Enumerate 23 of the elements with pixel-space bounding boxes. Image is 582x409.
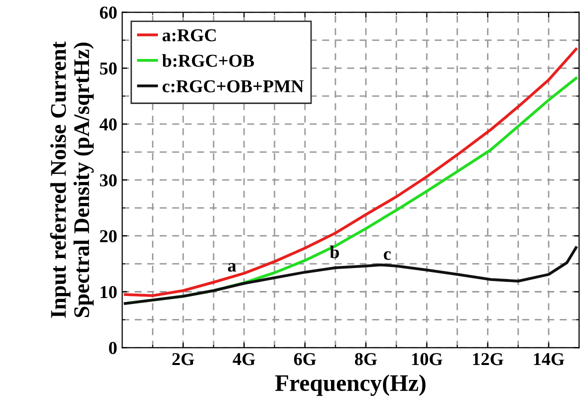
x-tick-label: 10G [412,353,442,366]
annotation: c [384,251,391,260]
y-axis-title: Input referred Noise Current Spectral Density (pA/sqrtHz) [50,41,94,318]
x-tick-label: 14G [534,353,564,366]
x-tick-label: 2G [172,353,194,366]
legend-label: b:RGC+OB [162,54,254,67]
y-tick-label: 0 [109,342,117,354]
x-axis-title: Frequency(Hz) [275,374,426,396]
y-tick-label: 40 [100,118,117,131]
x-tick-label: 4G [232,353,256,366]
y-tick-label: 50 [100,62,117,75]
x-tick-label: 6G [294,353,316,366]
y-tick-label: 30 [100,174,117,186]
y-tick-label: 20 [100,230,117,242]
y-tick-label: 10 [100,286,117,298]
legend-label: a:RGC [162,29,216,42]
x-tick-label: 8G [354,353,377,366]
legend-label: c:RGC+OB+PMN [162,80,304,92]
line-series [124,246,578,305]
annotation: a [228,263,236,272]
x-tick-label: 12G [473,353,504,366]
annotation: b [330,246,339,258]
y-tick-label: 60 [100,6,117,19]
